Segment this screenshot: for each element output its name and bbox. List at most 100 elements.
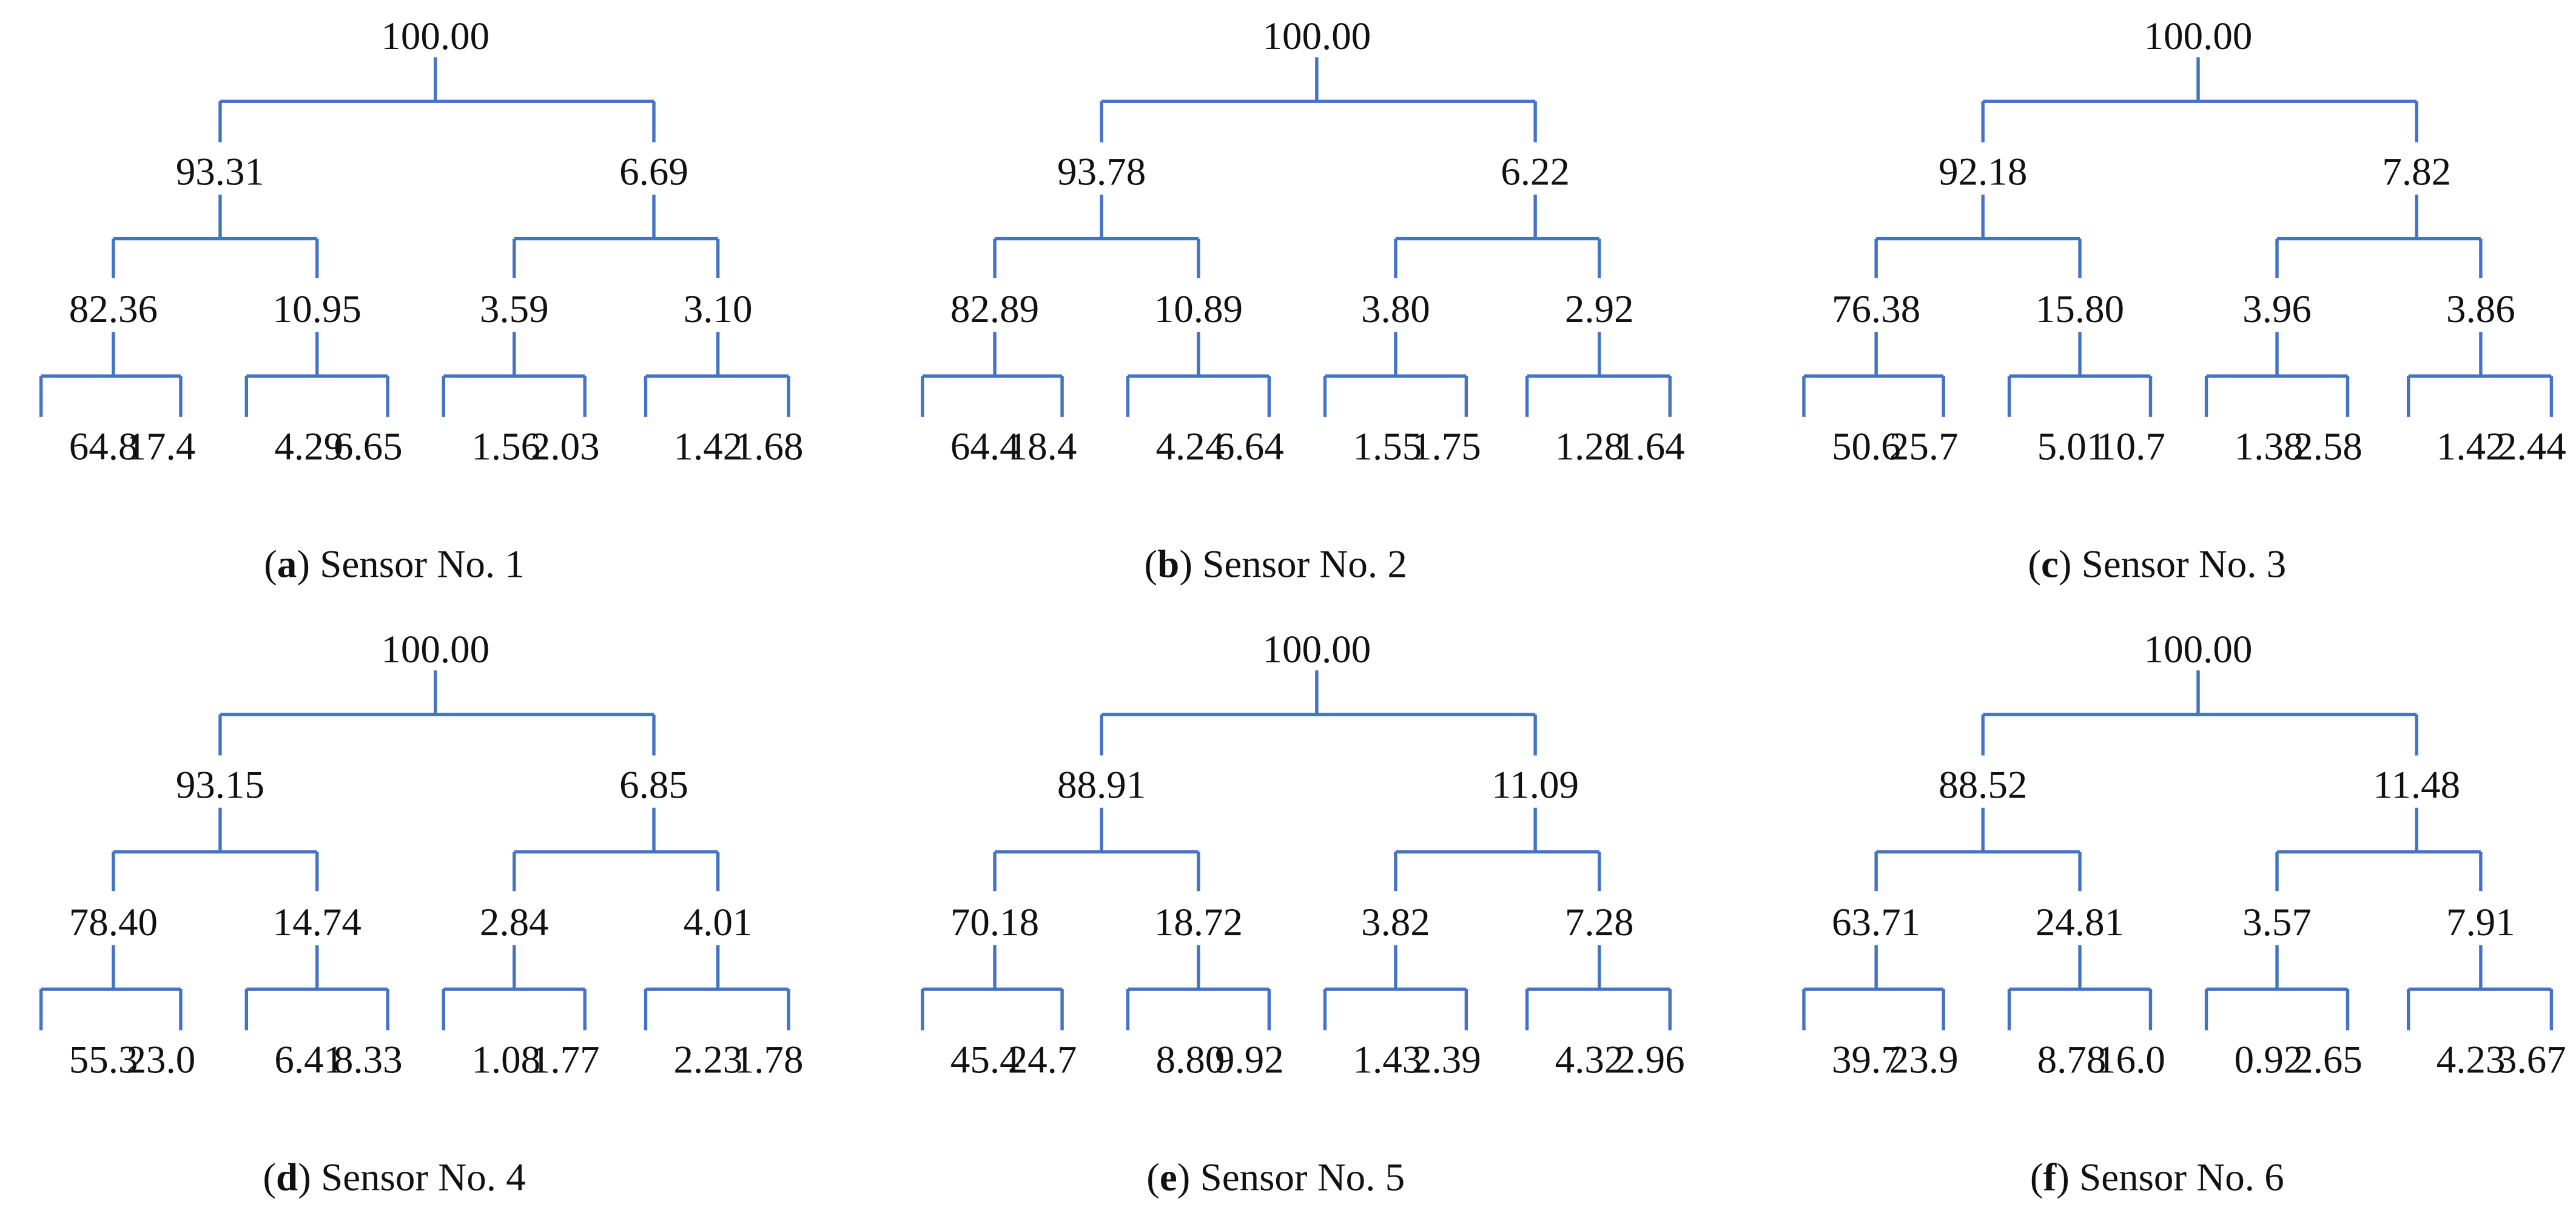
caption: (a) Sensor No. 1 (264, 543, 525, 587)
node-value: 1.08 (471, 1038, 540, 1082)
caption-open: ( (2030, 1156, 2043, 1200)
node-value: 88.91 (1057, 764, 1146, 807)
node-value: 6.64 (1215, 425, 1284, 469)
node-value: 23.9 (1889, 1038, 1959, 1082)
node-value: 1.64 (1616, 425, 1685, 469)
node-value: 3.80 (1361, 287, 1430, 331)
node-value: 50.6 (1832, 425, 1901, 469)
node-value: 64.4 (950, 425, 1020, 469)
node-value: 6.69 (619, 150, 688, 194)
caption-letter: c (2041, 543, 2059, 587)
node-value: 92.18 (1939, 150, 2027, 194)
node-value: 6.41 (274, 1038, 343, 1082)
node-value: 6.22 (1501, 150, 1570, 194)
node-value: 11.09 (1491, 764, 1579, 807)
node-value: 93.31 (176, 150, 264, 194)
node-value: 24.7 (1008, 1038, 1077, 1082)
node-value: 1.55 (1353, 425, 1422, 469)
node-value: 3.57 (2242, 901, 2312, 944)
caption: (d) Sensor No. 4 (263, 1156, 525, 1200)
caption-text: ) Sensor No. 4 (298, 1156, 525, 1200)
node-value: 1.75 (1412, 425, 1481, 469)
node-value: 8.78 (2037, 1038, 2107, 1082)
node-value: 3.86 (2446, 287, 2515, 331)
node-value: 1.28 (1555, 425, 1624, 469)
node-value: 45.4 (950, 1038, 1020, 1082)
node-value: 82.89 (950, 287, 1039, 331)
node-value: 23.0 (127, 1038, 196, 1082)
node-value: 5.01 (2037, 425, 2107, 469)
node-value: 2.39 (1412, 1038, 1481, 1082)
node-value: 3.10 (684, 287, 753, 331)
node-value: 4.32 (1555, 1038, 1624, 1082)
node-value: 100.00 (381, 628, 489, 671)
node-value: 93.78 (1057, 150, 1146, 194)
node-value: 8.80 (1155, 1038, 1225, 1082)
node-value: 1.42 (674, 425, 743, 469)
node-value: 8.33 (334, 1038, 403, 1082)
node-value: 3.96 (2242, 287, 2312, 331)
caption-letter: a (277, 543, 297, 587)
node-value: 7.28 (1565, 901, 1634, 944)
node-value: 10.7 (2096, 425, 2165, 469)
node-value: 100.00 (2144, 628, 2253, 671)
node-value: 100.00 (381, 15, 489, 58)
node-value: 11.48 (2373, 764, 2460, 807)
node-value: 15.80 (2036, 287, 2124, 331)
caption-open: ( (264, 543, 277, 587)
node-value: 1.42 (2436, 425, 2506, 469)
caption-text: ) Sensor No. 1 (297, 543, 524, 587)
node-value: 63.71 (1832, 901, 1920, 944)
caption-text: ) Sensor No. 3 (2059, 543, 2286, 587)
node-value: 4.23 (2436, 1038, 2506, 1082)
node-value: 0.92 (2235, 1038, 2304, 1082)
node-value: 3.59 (480, 287, 549, 331)
caption: (e) Sensor No. 5 (1146, 1156, 1405, 1200)
node-value: 93.15 (176, 764, 264, 807)
node-value: 64.8 (69, 425, 138, 469)
node-value: 4.01 (684, 901, 753, 944)
node-value: 18.4 (1008, 425, 1077, 469)
node-value: 70.18 (950, 901, 1039, 944)
caption-text: ) Sensor No. 5 (1177, 1156, 1405, 1200)
node-value: 100.00 (2144, 15, 2253, 58)
caption-letter: b (1157, 543, 1179, 587)
caption-letter: d (276, 1156, 298, 1200)
caption-open: ( (1145, 543, 1158, 587)
node-value: 7.91 (2446, 901, 2515, 944)
node-value: 17.4 (127, 425, 196, 469)
node-value: 1.77 (531, 1038, 600, 1082)
caption-open: ( (1146, 1156, 1160, 1200)
caption-letter: f (2043, 1156, 2057, 1200)
node-value: 2.58 (2293, 425, 2362, 469)
node-value: 76.38 (1832, 287, 1920, 331)
caption: (c) Sensor No. 3 (2028, 543, 2286, 587)
node-value: 100.00 (1263, 15, 1371, 58)
node-value: 1.56 (471, 425, 540, 469)
node-value: 88.52 (1939, 764, 2027, 807)
node-value: 1.38 (2235, 425, 2304, 469)
caption-open: ( (2028, 543, 2041, 587)
caption-open: ( (263, 1156, 276, 1200)
node-value: 4.29 (274, 425, 343, 469)
caption-text: ) Sensor No. 6 (2056, 1156, 2284, 1200)
node-value: 100.00 (1263, 628, 1371, 671)
node-value: 6.65 (334, 425, 403, 469)
caption-text: ) Sensor No. 2 (1179, 543, 1407, 587)
node-value: 2.44 (2497, 425, 2566, 469)
caption: (b) Sensor No. 2 (1145, 543, 1407, 587)
node-value: 2.03 (531, 425, 600, 469)
node-value: 7.82 (2382, 150, 2451, 194)
node-value: 2.23 (674, 1038, 743, 1082)
node-value: 3.67 (2497, 1038, 2566, 1082)
node-value: 6.85 (619, 764, 688, 807)
node-value: 55.3 (69, 1038, 138, 1082)
caption: (f) Sensor No. 6 (2030, 1156, 2284, 1200)
node-value: 10.89 (1154, 287, 1243, 331)
node-value: 4.24 (1155, 425, 1225, 469)
node-value: 2.84 (480, 901, 549, 944)
node-value: 82.36 (69, 287, 158, 331)
node-value: 1.78 (735, 1038, 804, 1082)
